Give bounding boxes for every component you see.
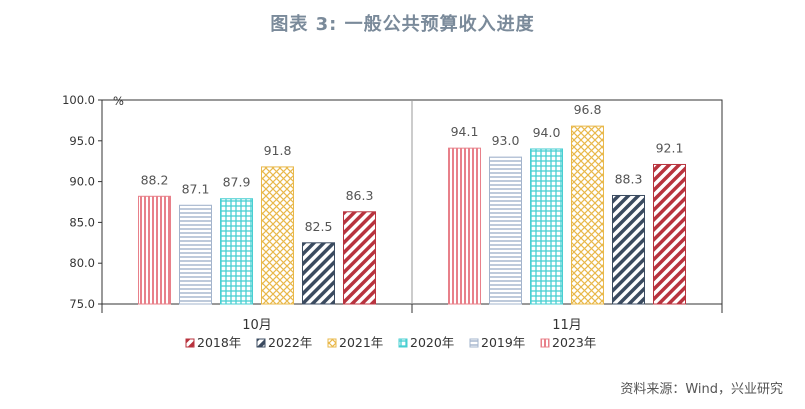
y-tick-label: 80.0 (69, 256, 95, 270)
data-label: 86.3 (346, 188, 374, 203)
legend-swatch (327, 338, 337, 348)
data-label: 82.5 (305, 219, 333, 234)
legend-item-2023年: 2023年 (540, 335, 596, 350)
bar-2022年-10月 (302, 242, 335, 305)
bar-2018年-11月 (653, 163, 686, 305)
bar-2023年-11月 (448, 147, 481, 305)
legend-label: 2019年 (481, 335, 525, 350)
legend-label: 2021年 (339, 335, 383, 350)
y-tick-label: 95.0 (69, 134, 95, 148)
y-tick-label: 85.0 (69, 215, 95, 229)
legend-label: 2022年 (268, 335, 312, 350)
category-label: 10月 (242, 318, 272, 333)
data-label: 96.8 (574, 102, 602, 117)
bar-2020年-10月 (220, 198, 253, 305)
y-tick-label: 75.0 (69, 297, 95, 311)
bar-2020年-11月 (530, 148, 563, 305)
legend-item-2022年: 2022年 (256, 335, 312, 350)
legend-item-2019年: 2019年 (469, 335, 525, 350)
y-tick-label: 90.0 (69, 175, 95, 189)
data-label: 91.8 (264, 143, 292, 158)
legend-swatch (540, 338, 550, 348)
bar-2019年-10月 (179, 204, 212, 305)
data-label: 87.1 (182, 181, 210, 196)
legend-item-2018年: 2018年 (185, 335, 241, 350)
figure-title: 图表 3: 一般公共预算收入进度 (270, 14, 535, 35)
data-label: 93.0 (492, 133, 520, 148)
bar-2023年-10月 (138, 195, 171, 305)
bar-2021年-11月 (571, 125, 604, 305)
data-label: 94.0 (533, 125, 561, 140)
category-label: 11月 (552, 318, 582, 333)
legend-swatch (469, 338, 479, 348)
legend-item-2020年: 2020年 (398, 335, 454, 350)
bar-2022年-11月 (612, 194, 645, 305)
legend-item-2021年: 2021年 (327, 335, 383, 350)
data-label: 88.2 (141, 172, 169, 187)
bar-2021年-10月 (261, 166, 294, 305)
source-note: 资料来源：Wind，兴业研究 (620, 382, 783, 397)
y-tick-label: 100.0 (62, 93, 95, 107)
y-axis-label: % (113, 94, 124, 108)
data-label: 88.3 (615, 171, 643, 186)
legend-label: 2023年 (552, 335, 596, 350)
data-label: 92.1 (656, 140, 684, 155)
bar-2018年-10月 (343, 211, 376, 305)
bar-2019年-11月 (489, 156, 522, 305)
data-label: 94.1 (451, 124, 479, 139)
legend-swatch (398, 338, 408, 348)
legend-label: 2020年 (410, 335, 454, 350)
legend-swatch (256, 338, 266, 348)
legend-swatch (185, 338, 195, 348)
legend-label: 2018年 (197, 335, 241, 350)
data-label: 87.9 (223, 175, 251, 190)
